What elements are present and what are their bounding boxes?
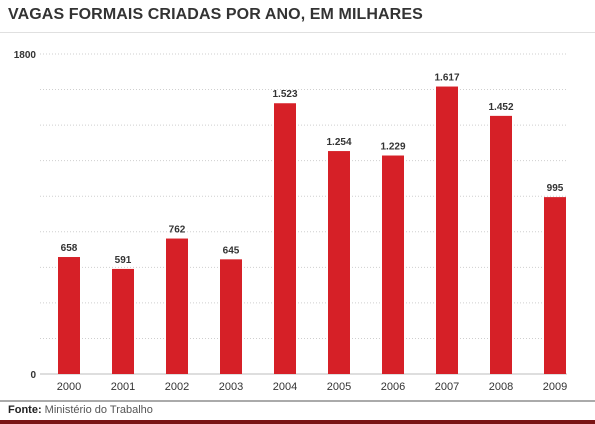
y-tick-label: 1800 — [14, 50, 37, 61]
value-label-2009: 995 — [547, 183, 564, 194]
bar-2007 — [436, 86, 458, 375]
footer-divider — [0, 400, 595, 402]
bar-2001 — [112, 268, 134, 374]
x-tick-label-2004: 2004 — [273, 381, 297, 393]
source-note: Fonte: Ministério do Trabalho — [8, 404, 153, 416]
value-label-2004: 1.523 — [272, 89, 297, 100]
value-label-2000: 658 — [61, 243, 78, 254]
bar-2005 — [328, 151, 350, 374]
bar-2009 — [544, 197, 566, 374]
value-label-2001: 591 — [115, 255, 132, 266]
value-label-2006: 1.229 — [380, 142, 405, 153]
bar-2006 — [382, 155, 404, 374]
bar-2003 — [220, 259, 242, 374]
x-tick-label-2000: 2000 — [57, 381, 81, 393]
x-tick-label-2002: 2002 — [165, 381, 189, 393]
x-tick-label-2001: 2001 — [111, 381, 135, 393]
bar-2004 — [274, 103, 296, 374]
bars — [58, 86, 566, 375]
value-labels: 658 591 762 645 1.523 1.254 1.229 1.617 1.452 995 — [61, 73, 564, 266]
x-tick-label-2009: 2009 — [543, 381, 567, 393]
chart-title: VAGAS FORMAIS CRIADAS POR ANO, EM MILHAR… — [8, 6, 423, 23]
y-tick-labels: 0 1800 — [14, 50, 37, 381]
title-divider — [0, 32, 595, 33]
x-tick-label-2006: 2006 — [381, 381, 405, 393]
value-label-2005: 1.254 — [326, 137, 351, 148]
value-label-2007: 1.617 — [434, 73, 459, 84]
value-label-2008: 1.452 — [488, 102, 513, 113]
x-tick-label-2005: 2005 — [327, 381, 351, 393]
x-tick-label-2008: 2008 — [489, 381, 513, 393]
x-tick-label-2007: 2007 — [435, 381, 459, 393]
source-text: Ministério do Trabalho — [44, 404, 153, 416]
bar-2000 — [58, 257, 80, 374]
value-label-2002: 762 — [169, 225, 186, 236]
x-tick-label-2003: 2003 — [219, 381, 243, 393]
bottom-accent-bar — [0, 420, 595, 424]
source-label: Fonte: — [8, 404, 42, 416]
value-label-2003: 645 — [223, 245, 240, 256]
bar-2002 — [166, 238, 188, 374]
y-tick-label: 0 — [30, 370, 36, 381]
bar-2008 — [490, 115, 512, 374]
x-tick-labels: 2000 2001 2002 2003 2004 2005 2006 2007 2008 2009 — [57, 381, 567, 393]
